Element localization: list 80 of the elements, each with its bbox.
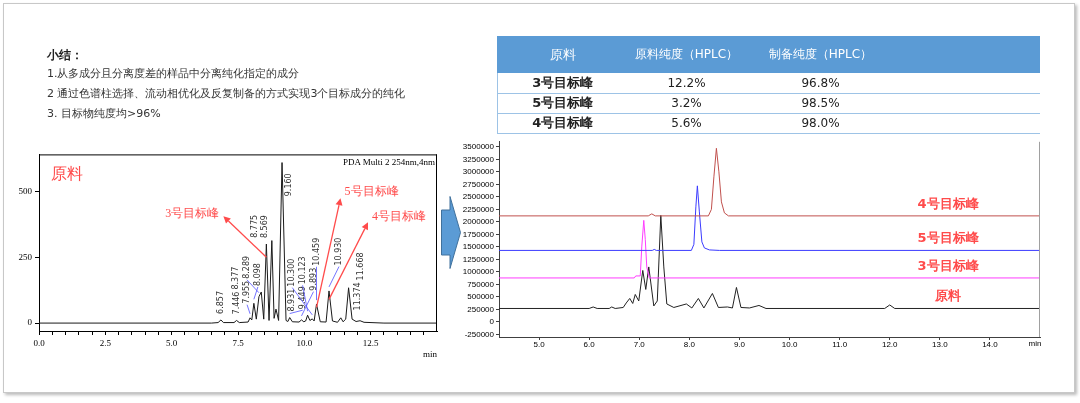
text: 原料纯度（HPLC） (633, 46, 740, 63)
x-tick-label: 8.0 (683, 340, 696, 349)
series-label: 3号目标峰 (917, 257, 980, 273)
annotation: 10.123 (297, 256, 307, 285)
x-tick-label: 11.0 (832, 340, 848, 349)
x-tick-label: 2.5 (99, 337, 112, 348)
y-tick-label: 1750000 (462, 229, 495, 239)
text: 3. 目标物纯度均>96% (47, 106, 162, 122)
data-label: 12.2% (666, 74, 707, 92)
annotation: 5号目标峰 (344, 184, 399, 199)
y-tick-label: 500 (18, 185, 33, 196)
text: 原料 (51, 164, 83, 182)
annotation: 9.893 (308, 267, 318, 291)
series-label: 4号目标峰 (917, 195, 980, 211)
y-tick-label: 1000000 (462, 267, 495, 277)
y-tick-label: 750000 (467, 279, 495, 289)
annotation: 9.160 (284, 173, 294, 197)
x-tick-label: 12.0 (881, 340, 899, 349)
annotation: 10.459 (311, 237, 321, 266)
annotation: 6.857 (216, 291, 226, 314)
text: 2 通过色谱柱选择、流动相优化及反复制备的方式实现3个目标成分的纯化 (47, 86, 406, 102)
category-label: 3号目标峰 (497, 73, 628, 93)
y-tick-label: 2750000 (462, 179, 495, 189)
category-label: 4号目标峰 (497, 113, 628, 133)
x-tick-label: 12.5 (362, 337, 380, 348)
annotation: 9.449 (297, 286, 307, 310)
y-tick-label: 1500000 (462, 242, 495, 252)
chart-subtitle: PDA Multi 2 254nm,4nm (342, 156, 435, 167)
x-axis-title: min (1028, 339, 1042, 349)
x-tick-label: 0.0 (33, 337, 46, 348)
annotation: 8.775 (249, 214, 259, 238)
annotation: 7.955 (242, 280, 252, 304)
y-tick-label: 2250000 (462, 204, 495, 214)
annotation: 8.098 (252, 263, 262, 286)
y-tick-label: 2500000 (462, 192, 495, 202)
y-tick-label: 250000 (467, 304, 495, 314)
category-label: 5号目标峰 (497, 93, 628, 113)
x-tick-label: 6.0 (583, 340, 596, 349)
text: 原料 (548, 45, 577, 64)
x-tick-label: 13.0 (932, 340, 949, 349)
y-tick-label: -250000 (464, 329, 495, 339)
x-tick-label: 5.0 (533, 340, 546, 349)
x-tick-label: 5.0 (166, 337, 178, 348)
y-tick-label: 3000000 (462, 167, 495, 177)
x-tick-label: 10.0 (296, 337, 313, 348)
annotation: 8.377 (231, 266, 241, 290)
y-tick-label: 3250000 (462, 154, 495, 164)
y-tick-label: 500000 (467, 292, 495, 302)
data-label: 96.8% (800, 74, 841, 92)
text: 1.从多成分且分离度差的样品中分离纯化指定的成分 (47, 66, 301, 82)
y-tick-label: 2000000 (462, 217, 495, 227)
annotation: 8.569 (260, 215, 270, 239)
series-label: 原料 (934, 288, 961, 304)
x-tick-label: 7.0 (633, 340, 646, 349)
data-label: 3.2% (670, 95, 703, 112)
annotation: 8.931 (287, 288, 297, 312)
data-label: 98.0% (800, 115, 841, 132)
annotation: 10.300 (287, 258, 297, 287)
annotation: 10.930 (334, 237, 344, 266)
y-tick-label: 3500000 (462, 142, 495, 152)
series-label: 5号目标峰 (917, 230, 980, 246)
x-tick-label: 14.0 (982, 340, 999, 349)
annotation: 11.374 (352, 282, 362, 311)
text: 小结： (47, 47, 84, 64)
annotation: 11.668 (355, 252, 365, 281)
y-tick-label: 0 (489, 317, 495, 327)
x-axis-title: min (422, 349, 438, 360)
text: 制备纯度（HPLC） (767, 46, 874, 63)
x-tick-label: 9.0 (733, 340, 746, 349)
y-tick-label: 0 (27, 317, 33, 328)
y-tick-label: 1250000 (462, 254, 495, 264)
annotation: 8.289 (242, 255, 252, 279)
annotation: 3号目标峰 (165, 206, 220, 221)
data-label: 98.5% (800, 95, 841, 112)
annotation: 4号目标峰 (372, 208, 427, 223)
x-tick-label: 10.0 (781, 340, 798, 349)
annotation: 7.446 (231, 291, 241, 315)
data-label: 5.6% (670, 115, 703, 132)
y-tick-label: 250 (18, 251, 33, 262)
x-tick-label: 7.5 (232, 337, 245, 348)
